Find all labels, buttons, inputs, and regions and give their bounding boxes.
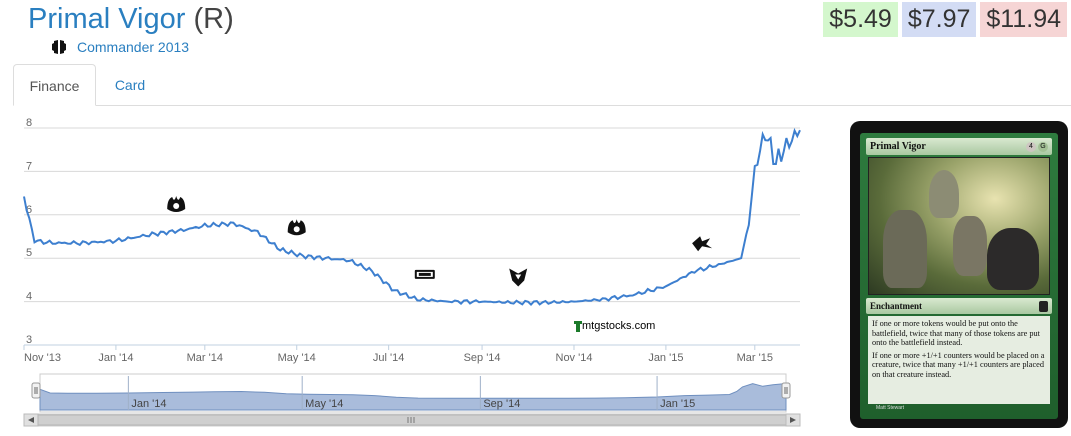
commander-2013-set-icon (52, 40, 66, 54)
khans-set-icon[interactable] (509, 268, 528, 287)
y-tick-label: 4 (26, 291, 32, 303)
card-image[interactable]: Primal Vigor 4 G Enchantment If one or m… (850, 121, 1068, 428)
fate-reforged-set-icon[interactable] (692, 236, 713, 252)
commander-set-icon[interactable] (167, 196, 186, 212)
card-image-inner: Primal Vigor 4 G Enchantment If one or m… (860, 133, 1058, 419)
price-chart-svg: 3 4 5 6 7 8 Nov '13 Jan '14 Mar '14 May '14 Jul '… (23, 118, 801, 427)
price-chart[interactable]: 3 4 5 6 7 8 Nov '13 Jan '14 Mar '14 May '14 Jul '… (0, 118, 810, 436)
card-image-mana-cost: 4 G (1026, 141, 1048, 152)
y-tick-label: 8 (26, 118, 32, 129)
card-image-namebar: Primal Vigor 4 G (866, 138, 1052, 155)
mana-generic-icon: 4 (1026, 141, 1036, 152)
x-tick-label: Mar '14 (187, 352, 223, 364)
scrollbar-grip-icon (407, 417, 415, 423)
navigator-tick-label: Jan '14 (131, 398, 166, 410)
card-image-name: Primal Vigor (870, 141, 926, 152)
x-tick-label: Jan '15 (648, 352, 683, 364)
price-mid: $7.97 (901, 2, 977, 37)
mana-green-icon: G (1038, 141, 1048, 152)
tab-finance[interactable]: Finance (13, 64, 96, 106)
set-release-markers (167, 196, 713, 287)
x-axis: Nov '13 Jan '14 Mar '14 May '14 Jul '14 Sep '… (23, 345, 773, 364)
y-axis: 3 4 5 6 7 8 (26, 118, 32, 346)
x-tick-label: May '14 (278, 352, 316, 364)
scrollbar-left-arrow[interactable] (23, 413, 39, 427)
chart-grid (24, 127, 800, 346)
navigator-axis: Jan '14 May '14 Sep '14 Jan '15 (127, 376, 695, 410)
mtgstocks-logo-icon (574, 321, 582, 332)
set-link[interactable]: Commander 2013 (77, 39, 190, 55)
m15-set-icon[interactable] (414, 269, 435, 279)
x-tick-label: Jul '14 (373, 352, 404, 364)
scrollbar-thumb[interactable] (37, 414, 787, 426)
x-tick-label: Jan '14 (98, 352, 133, 364)
card-rarity: (R) (193, 3, 234, 35)
artwork-ape-figure (987, 228, 1039, 290)
tab-bar: Finance Card (13, 64, 1071, 106)
card-set-symbol-icon (1039, 300, 1048, 312)
x-tick-label: Nov '14 (556, 352, 593, 364)
card-image-type: Enchantment (870, 301, 923, 311)
navigator-handle-right[interactable] (781, 382, 791, 399)
artwork-beast-figure (929, 170, 959, 218)
card-image-artist: Matt Stewart (876, 405, 905, 411)
price-low: $5.49 (823, 2, 898, 37)
card-name: Primal Vigor (28, 3, 186, 35)
set-row: Commander 2013 (50, 37, 189, 57)
y-tick-label: 6 (26, 204, 32, 216)
artwork-beast-figure (953, 216, 987, 276)
card-image-typebar: Enchantment (866, 298, 1052, 314)
y-tick-label: 3 (26, 334, 32, 346)
navigator-tick-label: May '14 (305, 398, 343, 410)
navigator-tick-label: Sep '14 (483, 398, 520, 410)
price-series-line (23, 127, 801, 307)
navigator-handle-left[interactable] (31, 382, 41, 399)
x-tick-label: Sep '14 (464, 352, 501, 364)
x-tick-label: Mar '15 (737, 352, 773, 364)
artwork-beast-figure (883, 210, 927, 288)
commander-set-icon[interactable] (287, 219, 306, 236)
chart-scrollbar[interactable] (23, 413, 801, 427)
price-high: $11.94 (980, 2, 1067, 37)
price-group: $5.49 $7.97 $11.94 (823, 2, 1067, 37)
watermark: mtgstocks.com (574, 320, 655, 332)
card-image-rules-text: If one or more tokens would be put onto … (868, 316, 1050, 404)
watermark-text: mtgstocks.com (582, 320, 655, 332)
navigator-tick-label: Jan '15 (660, 398, 695, 410)
card-artwork (868, 157, 1050, 295)
rules-text-paragraph: If one or more +1/+1 counters would be p… (872, 350, 1045, 379)
x-tick-label: Nov '13 (24, 352, 61, 364)
y-tick-label: 7 (26, 160, 32, 172)
navigator-area (39, 382, 787, 411)
chart-navigator[interactable]: Jan '14 May '14 Sep '14 Jan '15 (31, 373, 791, 413)
scrollbar-right-arrow[interactable] (785, 413, 801, 427)
rules-text-paragraph: If one or more tokens would be put onto … (872, 319, 1040, 348)
tab-card[interactable]: Card (114, 77, 146, 93)
y-tick-label: 5 (26, 247, 32, 259)
card-title: Primal Vigor (R) (28, 2, 234, 36)
